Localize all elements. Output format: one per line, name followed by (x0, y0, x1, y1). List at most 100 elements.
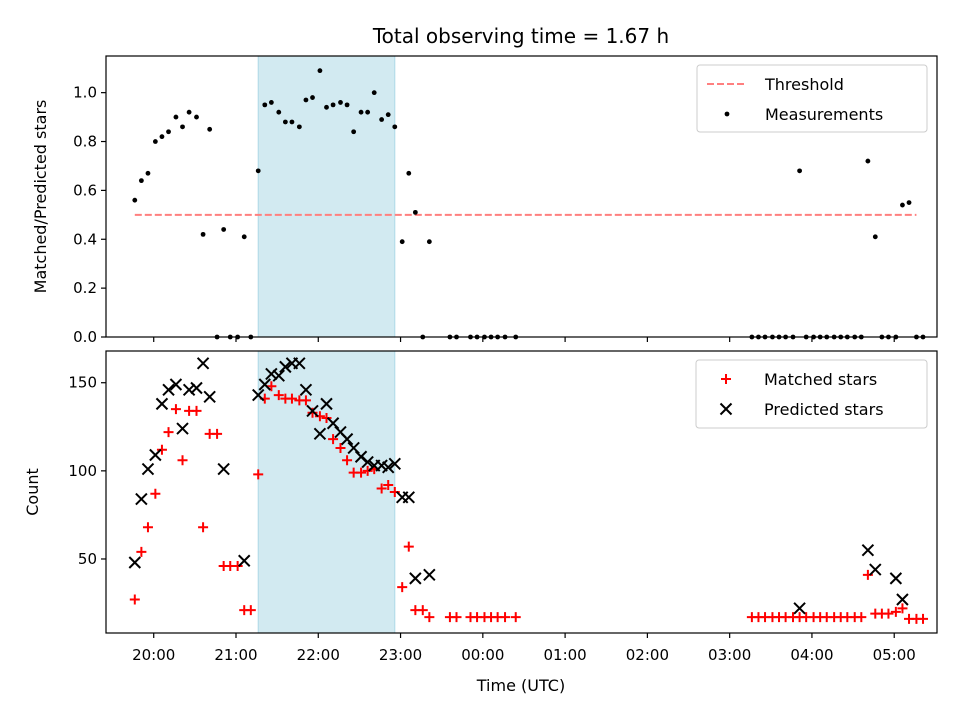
data-point (889, 572, 903, 585)
data-point (252, 388, 265, 402)
legend: Matched stars Predicted stars (695, 359, 928, 429)
legend-marker (721, 374, 731, 384)
data-point (344, 102, 350, 108)
data-point (293, 357, 306, 370)
data-point (186, 109, 192, 115)
legend-box (695, 359, 928, 429)
data-point (310, 95, 315, 100)
data-point (276, 109, 282, 115)
data-point (303, 97, 309, 103)
data-point (383, 479, 394, 490)
data-point (255, 168, 261, 174)
x-tick-label: 23:00 (379, 646, 422, 664)
data-point (918, 613, 929, 624)
data-point (361, 455, 374, 469)
data-point (145, 170, 151, 176)
data-point (856, 612, 867, 623)
y-tick-label: 50 (78, 550, 97, 568)
data-point (385, 112, 391, 118)
data-point (258, 378, 272, 391)
data-point (379, 117, 385, 122)
data-point (371, 90, 377, 96)
observing-window (257, 55, 396, 338)
data-point (268, 100, 274, 105)
data-point (351, 129, 357, 135)
x-tick-label: 20:00 (132, 646, 175, 664)
data-point (190, 381, 203, 395)
chart-title: Total observing time = 1.67 h (372, 24, 669, 48)
x-tick-label: 02:00 (626, 646, 669, 664)
data-point (500, 612, 511, 623)
data-point (338, 100, 343, 105)
x-tick-label: 01:00 (543, 646, 586, 664)
x-tick-label: 05:00 (873, 646, 916, 664)
x-tick-label: 21:00 (214, 646, 257, 664)
data-point (300, 395, 311, 406)
legend-marker (724, 111, 730, 117)
data-point (138, 178, 144, 184)
data-point (412, 209, 418, 215)
legend: Threshold Measurements (696, 64, 928, 133)
data-point (324, 104, 329, 110)
data-point (182, 383, 196, 396)
data-point (797, 168, 802, 174)
legend-box (696, 64, 928, 133)
data-point (417, 605, 428, 616)
series-matched-stars (129, 381, 929, 624)
data-point (282, 119, 288, 125)
y-tick-label: 0.4 (73, 230, 97, 248)
data-point (149, 448, 162, 462)
data-point (198, 522, 209, 533)
data-point (191, 405, 202, 416)
data-point (135, 492, 148, 506)
data-point (232, 561, 243, 572)
y-tick-label: 1.0 (73, 84, 97, 102)
data-point (180, 124, 185, 130)
data-point (392, 124, 398, 130)
data-point (409, 572, 422, 585)
x-tick-label: 22:00 (297, 646, 340, 664)
data-point (330, 102, 336, 108)
data-point (273, 390, 284, 401)
data-point (129, 594, 140, 605)
data-point (793, 602, 806, 615)
data-point (306, 404, 319, 418)
data-point (883, 608, 894, 619)
data-point (296, 124, 302, 130)
data-point (313, 427, 327, 441)
data-point (176, 422, 189, 435)
data-point (426, 239, 432, 245)
data-point (342, 455, 353, 466)
data-point (365, 109, 371, 115)
data-point (388, 457, 402, 471)
data-point (150, 488, 161, 499)
data-point (238, 554, 251, 567)
data-point (402, 491, 415, 504)
data-point (128, 556, 142, 569)
data-point (335, 442, 346, 453)
data-point (142, 522, 153, 533)
data-point (217, 462, 230, 476)
data-point (159, 134, 165, 140)
data-point (897, 603, 908, 614)
data-point (265, 367, 278, 381)
data-point (156, 444, 167, 455)
data-point (132, 197, 138, 203)
legend-marker (719, 402, 733, 416)
data-point (321, 412, 332, 423)
data-point (196, 357, 210, 370)
data-point (289, 119, 295, 125)
data-point (399, 239, 405, 245)
y-tick-label: 150 (68, 374, 97, 392)
y-axis-label: Matched/Predicted stars (31, 100, 50, 294)
data-point (865, 158, 871, 164)
data-point (890, 606, 901, 617)
data-point (272, 369, 285, 382)
data-point (141, 462, 155, 476)
axes-frame (105, 350, 938, 634)
data-point (207, 126, 213, 132)
data-point (212, 428, 223, 439)
data-point (162, 383, 175, 396)
data-point (356, 467, 367, 478)
